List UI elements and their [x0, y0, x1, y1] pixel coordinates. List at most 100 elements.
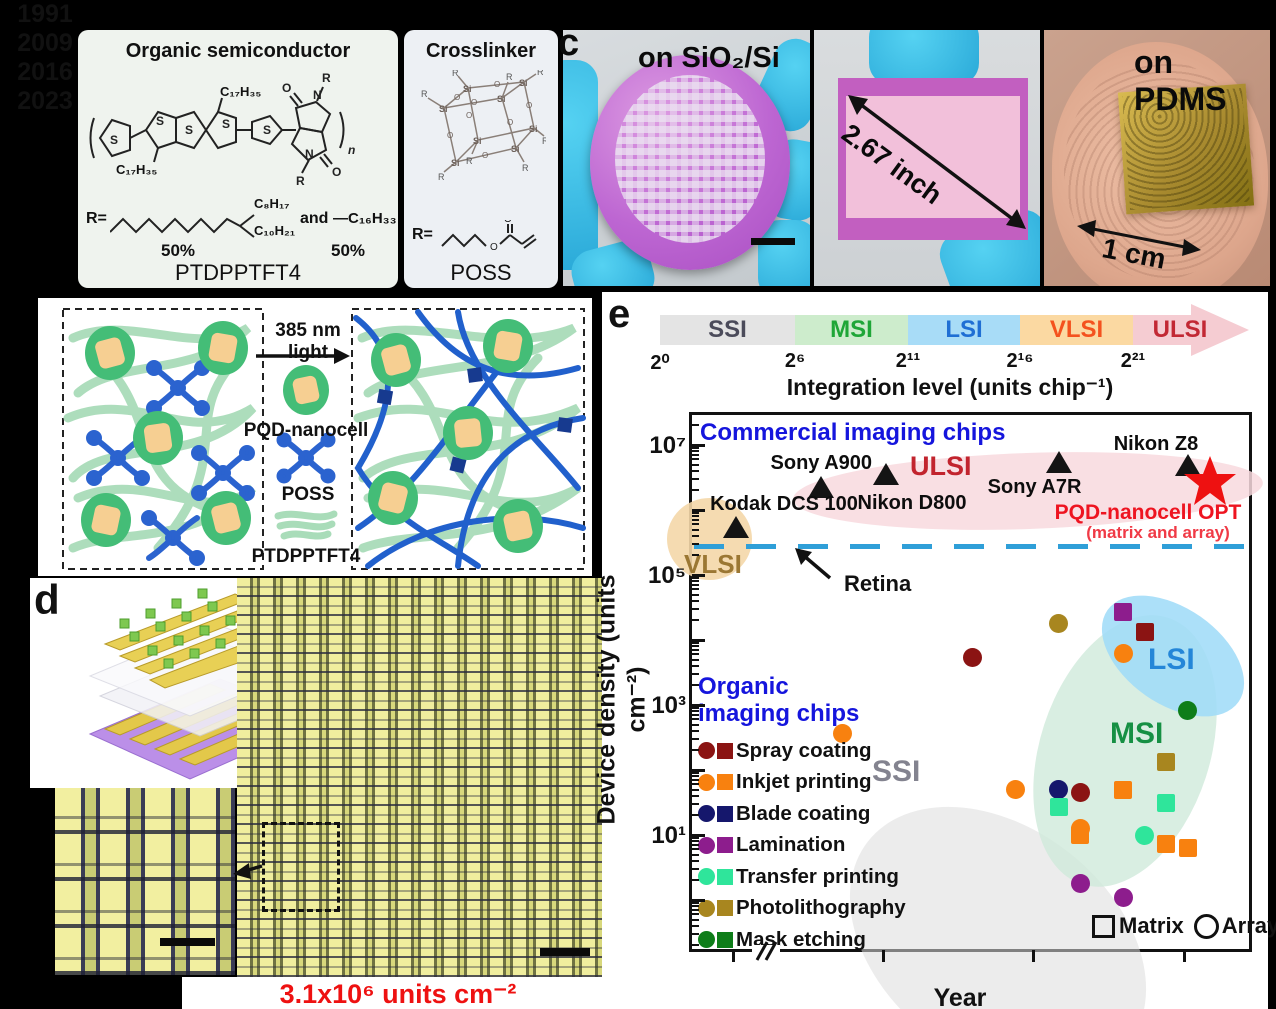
scatter-point-photolithography — [1049, 613, 1069, 633]
r-atom: R — [438, 172, 445, 182]
lsi-zone-label: LSI — [1148, 643, 1195, 676]
marker-key: Matrix Array — [1092, 913, 1276, 939]
y-minor-tick — [692, 672, 699, 675]
legend-circle-icon — [698, 742, 715, 760]
pqd-opt-sublabel: (matrix and array) — [1086, 523, 1230, 542]
x-tick-label: 2009 — [17, 29, 73, 57]
ribbon-axis-title: Integration level (units chip⁻¹) — [786, 374, 1114, 400]
si-atom: Si — [529, 124, 538, 134]
acrylate-drawing: O O — [441, 220, 537, 253]
y-minor-tick — [692, 802, 699, 805]
legend-square-icon — [717, 868, 733, 885]
y-minor-tick — [692, 918, 699, 921]
o-atom: O — [447, 131, 453, 140]
c16h33-label: —C₁₆H₃₃ — [333, 210, 397, 227]
legend-circle-icon — [698, 931, 715, 949]
legend-label: Lamination — [736, 833, 846, 857]
s-atom: S — [222, 117, 230, 131]
y-minor-tick — [692, 523, 699, 526]
y-minor-tick — [692, 477, 699, 480]
zoom-region-box — [262, 822, 340, 912]
scatter-plot: Commercial imaging chips SSI MSI LSI ULS… — [667, 412, 1276, 1009]
ribbon-label: ULSI — [1152, 316, 1208, 343]
y-minor-tick — [692, 580, 699, 583]
y-minor-tick — [692, 599, 699, 602]
wafer-device-grid — [615, 75, 765, 243]
ribbon-segment-ssi: SSI — [660, 315, 795, 345]
crosslinker-r-equals: R= — [412, 226, 433, 243]
panel-letter-d: d — [34, 576, 60, 623]
y-minor-tick — [692, 723, 699, 726]
r-atom: R — [466, 156, 473, 166]
scatter-point-transfer — [1135, 825, 1155, 845]
y-minor-tick — [692, 593, 699, 596]
panel-letter-e: e — [608, 292, 631, 336]
y-minor-tick — [692, 684, 699, 687]
scatter-point-lamination — [1113, 888, 1133, 908]
y-minor-tick — [692, 463, 699, 466]
scatter-point-mask_etching — [1178, 701, 1198, 721]
ribbon-arrowhead — [1191, 304, 1249, 356]
y-minor-tick — [692, 576, 699, 579]
y-tick-label: 10¹ — [651, 822, 686, 849]
o-atom: O — [526, 101, 532, 110]
o-atom: O — [471, 98, 477, 107]
r-equals-label: R= — [86, 210, 107, 227]
s-atom: S — [156, 114, 164, 128]
y-major-tick — [692, 638, 705, 642]
y-tick-label: 10⁵ — [648, 562, 686, 589]
ribbon-label: VLSI — [1049, 316, 1104, 343]
organic-title-line2: imaging chips — [698, 700, 860, 727]
y-minor-tick — [692, 584, 699, 587]
ssi-zone-label: SSI — [872, 755, 921, 788]
y-minor-tick — [692, 944, 699, 947]
msi-zone-label: MSI — [1110, 717, 1164, 750]
y-minor-tick — [692, 853, 699, 856]
y-minor-tick — [692, 924, 699, 927]
density-caption-strip — [182, 977, 614, 1009]
ribbon-segment-vlsi: VLSI — [1020, 315, 1133, 345]
o-atom: O — [504, 220, 512, 225]
y-major-tick — [692, 508, 705, 512]
ribbon-segment-ulsi — [1133, 315, 1193, 345]
crosslinker-panel: Crosslinker Si Si Si Si Si Si Si Si — [404, 30, 558, 288]
organic-title-line1: Organic — [698, 673, 789, 700]
y-minor-tick — [692, 859, 699, 862]
scatter-point-spray — [1070, 783, 1090, 803]
ribbon-tick: 2⁶ — [784, 350, 806, 372]
x-axis-title: Year — [933, 984, 987, 1009]
s-atom: S — [110, 133, 118, 147]
ptdpptft4-structure: S S S S S N N O O R R n — [89, 71, 355, 188]
polymer-label: PTDPPTFT4 — [251, 546, 361, 567]
y-tick-label: 10⁷ — [649, 432, 686, 459]
r-atom: R — [537, 70, 544, 77]
y-minor-tick — [692, 788, 699, 791]
y-minor-tick — [692, 905, 699, 908]
y-minor-tick — [692, 450, 699, 453]
scatter-point-spray — [1135, 622, 1154, 641]
camera-label: Sony A7R — [987, 476, 1082, 499]
array-marker-icon — [1193, 913, 1219, 939]
si-atom: Si — [497, 94, 506, 104]
diagonal-arrow — [848, 95, 1026, 229]
y-minor-tick — [692, 814, 699, 817]
y-minor-tick — [692, 710, 699, 713]
matrix-key-label: Matrix — [1119, 913, 1184, 938]
c8h17-label: C₈H₁₇ — [254, 196, 290, 211]
si-atom: Si — [511, 144, 520, 154]
y-minor-tick — [692, 511, 699, 514]
light-label: 385 nm light — [275, 320, 341, 363]
y-minor-tick — [692, 649, 699, 652]
camera-label: Kodak DCS 100 — [710, 493, 858, 516]
legend-square-icon — [717, 931, 733, 948]
si-atom: Si — [519, 78, 528, 88]
o-atom: O — [282, 81, 291, 95]
o-atom: O — [454, 93, 460, 102]
retina-label: Retina — [844, 571, 912, 596]
legend-row: Transfer printing — [698, 861, 906, 893]
scatter-point-inkjet — [1113, 643, 1133, 663]
y-minor-tick — [692, 783, 699, 786]
y-minor-tick — [692, 913, 699, 916]
ulsi-zone-label: ULSI — [910, 451, 972, 481]
y-minor-tick — [692, 542, 699, 545]
